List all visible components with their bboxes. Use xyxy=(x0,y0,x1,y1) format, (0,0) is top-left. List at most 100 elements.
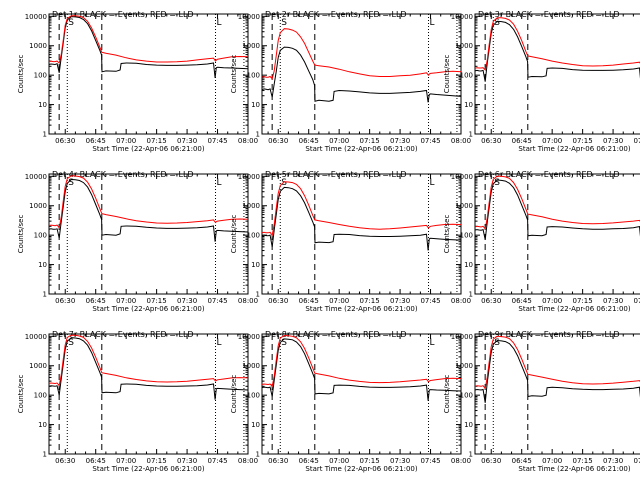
series-events-line xyxy=(48,337,249,400)
series-lld-line xyxy=(48,175,249,229)
x-tick-label: 06:30 xyxy=(55,137,75,145)
series-events-line xyxy=(261,338,462,401)
chart-panel-1: Det 1r BLACK = Events, RED = LLD11010010… xyxy=(17,10,258,153)
series-events-line xyxy=(474,179,640,240)
y-tick-label: 1000 xyxy=(242,362,260,370)
y-tick-label: 1000 xyxy=(29,42,47,50)
x-tick-label: 07:30 xyxy=(603,297,623,305)
y-tick-label: 100 xyxy=(247,392,260,400)
x-tick-label: 06:30 xyxy=(268,137,288,145)
x-tick-label: 08:00 xyxy=(451,297,471,305)
y-axis-label: Counts/sec xyxy=(230,215,238,254)
y-tick-label: 10 xyxy=(251,101,260,109)
x-axis-label: Start Time (22-Apr-06 06:21:00) xyxy=(305,465,417,473)
annotation-label: S xyxy=(68,178,74,188)
plot-frame xyxy=(261,333,462,455)
x-tick-label: 07:15 xyxy=(573,137,593,145)
x-tick-label: 08:00 xyxy=(451,457,471,465)
x-axis-label: Start Time (22-Apr-06 06:21:00) xyxy=(518,145,630,153)
x-axis-label: Start Time (22-Apr-06 06:21:00) xyxy=(92,305,204,313)
x-tick-label: 06:45 xyxy=(299,457,319,465)
x-tick-label: 07:15 xyxy=(573,297,593,305)
series-lld-line xyxy=(48,334,249,387)
y-tick-label: 10 xyxy=(464,421,473,429)
x-tick-label: 06:45 xyxy=(299,297,319,305)
y-tick-label: 1000 xyxy=(242,42,260,50)
y-tick-label: 10 xyxy=(38,101,47,109)
y-axis-label: Counts/sec xyxy=(443,215,451,254)
series-events-line xyxy=(261,46,462,103)
y-tick-label: 1000 xyxy=(455,202,473,210)
plot-frame xyxy=(474,13,640,135)
y-tick-label: 10000 xyxy=(25,13,47,21)
x-tick-label: 07:45 xyxy=(420,457,440,465)
y-tick-label: 100 xyxy=(460,232,473,240)
y-axis-label: Counts/sec xyxy=(230,375,238,414)
x-tick-label: 07:00 xyxy=(542,457,562,465)
y-tick-label: 10000 xyxy=(238,333,260,341)
y-tick-label: 1 xyxy=(43,451,47,459)
x-tick-label: 07:15 xyxy=(147,457,167,465)
series-lld-line xyxy=(474,335,640,390)
y-tick-label: 1 xyxy=(469,451,473,459)
x-tick-label: 07:15 xyxy=(360,457,380,465)
annotation-label: S xyxy=(68,338,74,348)
y-tick-label: 10 xyxy=(38,421,47,429)
chart-panel-6: Det 6r BLACK = Events, RED = LLD11010010… xyxy=(443,170,640,313)
y-tick-label: 10 xyxy=(251,421,260,429)
x-tick-label: 07:30 xyxy=(177,457,197,465)
y-tick-label: 1 xyxy=(43,131,47,139)
y-tick-label: 100 xyxy=(460,72,473,80)
x-tick-label: 06:30 xyxy=(481,457,501,465)
x-tick-label: 06:45 xyxy=(299,137,319,145)
y-tick-label: 1000 xyxy=(242,202,260,210)
series-lld-line xyxy=(48,15,249,64)
x-tick-label: 08:00 xyxy=(238,137,258,145)
series-events-line xyxy=(474,20,640,82)
annotation-label: S xyxy=(281,178,287,188)
x-axis-label: Start Time (22-Apr-06 06:21:00) xyxy=(305,305,417,313)
y-tick-label: 1 xyxy=(256,131,260,139)
y-tick-label: 100 xyxy=(460,392,473,400)
plot-frame xyxy=(48,13,249,135)
annotation-label: S xyxy=(68,18,74,28)
y-tick-label: 10000 xyxy=(451,173,473,181)
x-tick-label: 07:15 xyxy=(147,137,167,145)
y-tick-label: 10000 xyxy=(238,13,260,21)
y-tick-label: 1000 xyxy=(29,362,47,370)
x-tick-label: 06:30 xyxy=(268,457,288,465)
y-tick-label: 10000 xyxy=(25,333,47,341)
chart-panel-7: Det 7r BLACK = Events, RED = LLD11010010… xyxy=(17,330,258,473)
y-tick-label: 1000 xyxy=(455,362,473,370)
x-tick-label: 07:45 xyxy=(207,457,227,465)
y-tick-label: 1000 xyxy=(455,42,473,50)
y-axis-label: Counts/sec xyxy=(443,55,451,94)
x-tick-label: 07:30 xyxy=(603,457,623,465)
x-tick-label: 07:00 xyxy=(116,457,136,465)
x-tick-label: 07:45 xyxy=(420,297,440,305)
x-tick-label: 08:00 xyxy=(238,297,258,305)
x-tick-label: 06:45 xyxy=(86,137,106,145)
y-tick-label: 10000 xyxy=(25,173,47,181)
plot-frame xyxy=(261,13,462,135)
x-tick-label: 07:00 xyxy=(329,297,349,305)
x-tick-label: 07:15 xyxy=(147,297,167,305)
y-tick-label: 10000 xyxy=(451,13,473,21)
x-tick-label: 07:45 xyxy=(207,297,227,305)
y-tick-label: 10 xyxy=(464,261,473,269)
x-tick-label: 07:00 xyxy=(329,137,349,145)
chart-panel-8: Det 8r BLACK = Events, RED = LLD11010010… xyxy=(230,330,471,473)
x-tick-label: 06:30 xyxy=(268,297,288,305)
series-lld-line xyxy=(474,175,640,230)
x-axis-label: Start Time (22-Apr-06 06:21:00) xyxy=(305,145,417,153)
series-events-line xyxy=(48,178,249,242)
y-tick-label: 10000 xyxy=(238,173,260,181)
y-tick-label: 1 xyxy=(256,451,260,459)
x-tick-label: 07:15 xyxy=(360,137,380,145)
x-axis-label: Start Time (22-Apr-06 06:21:00) xyxy=(518,305,630,313)
y-tick-label: 1000 xyxy=(29,202,47,210)
x-tick-label: 06:45 xyxy=(512,457,532,465)
x-tick-label: 07:30 xyxy=(390,297,410,305)
y-tick-label: 10 xyxy=(251,261,260,269)
